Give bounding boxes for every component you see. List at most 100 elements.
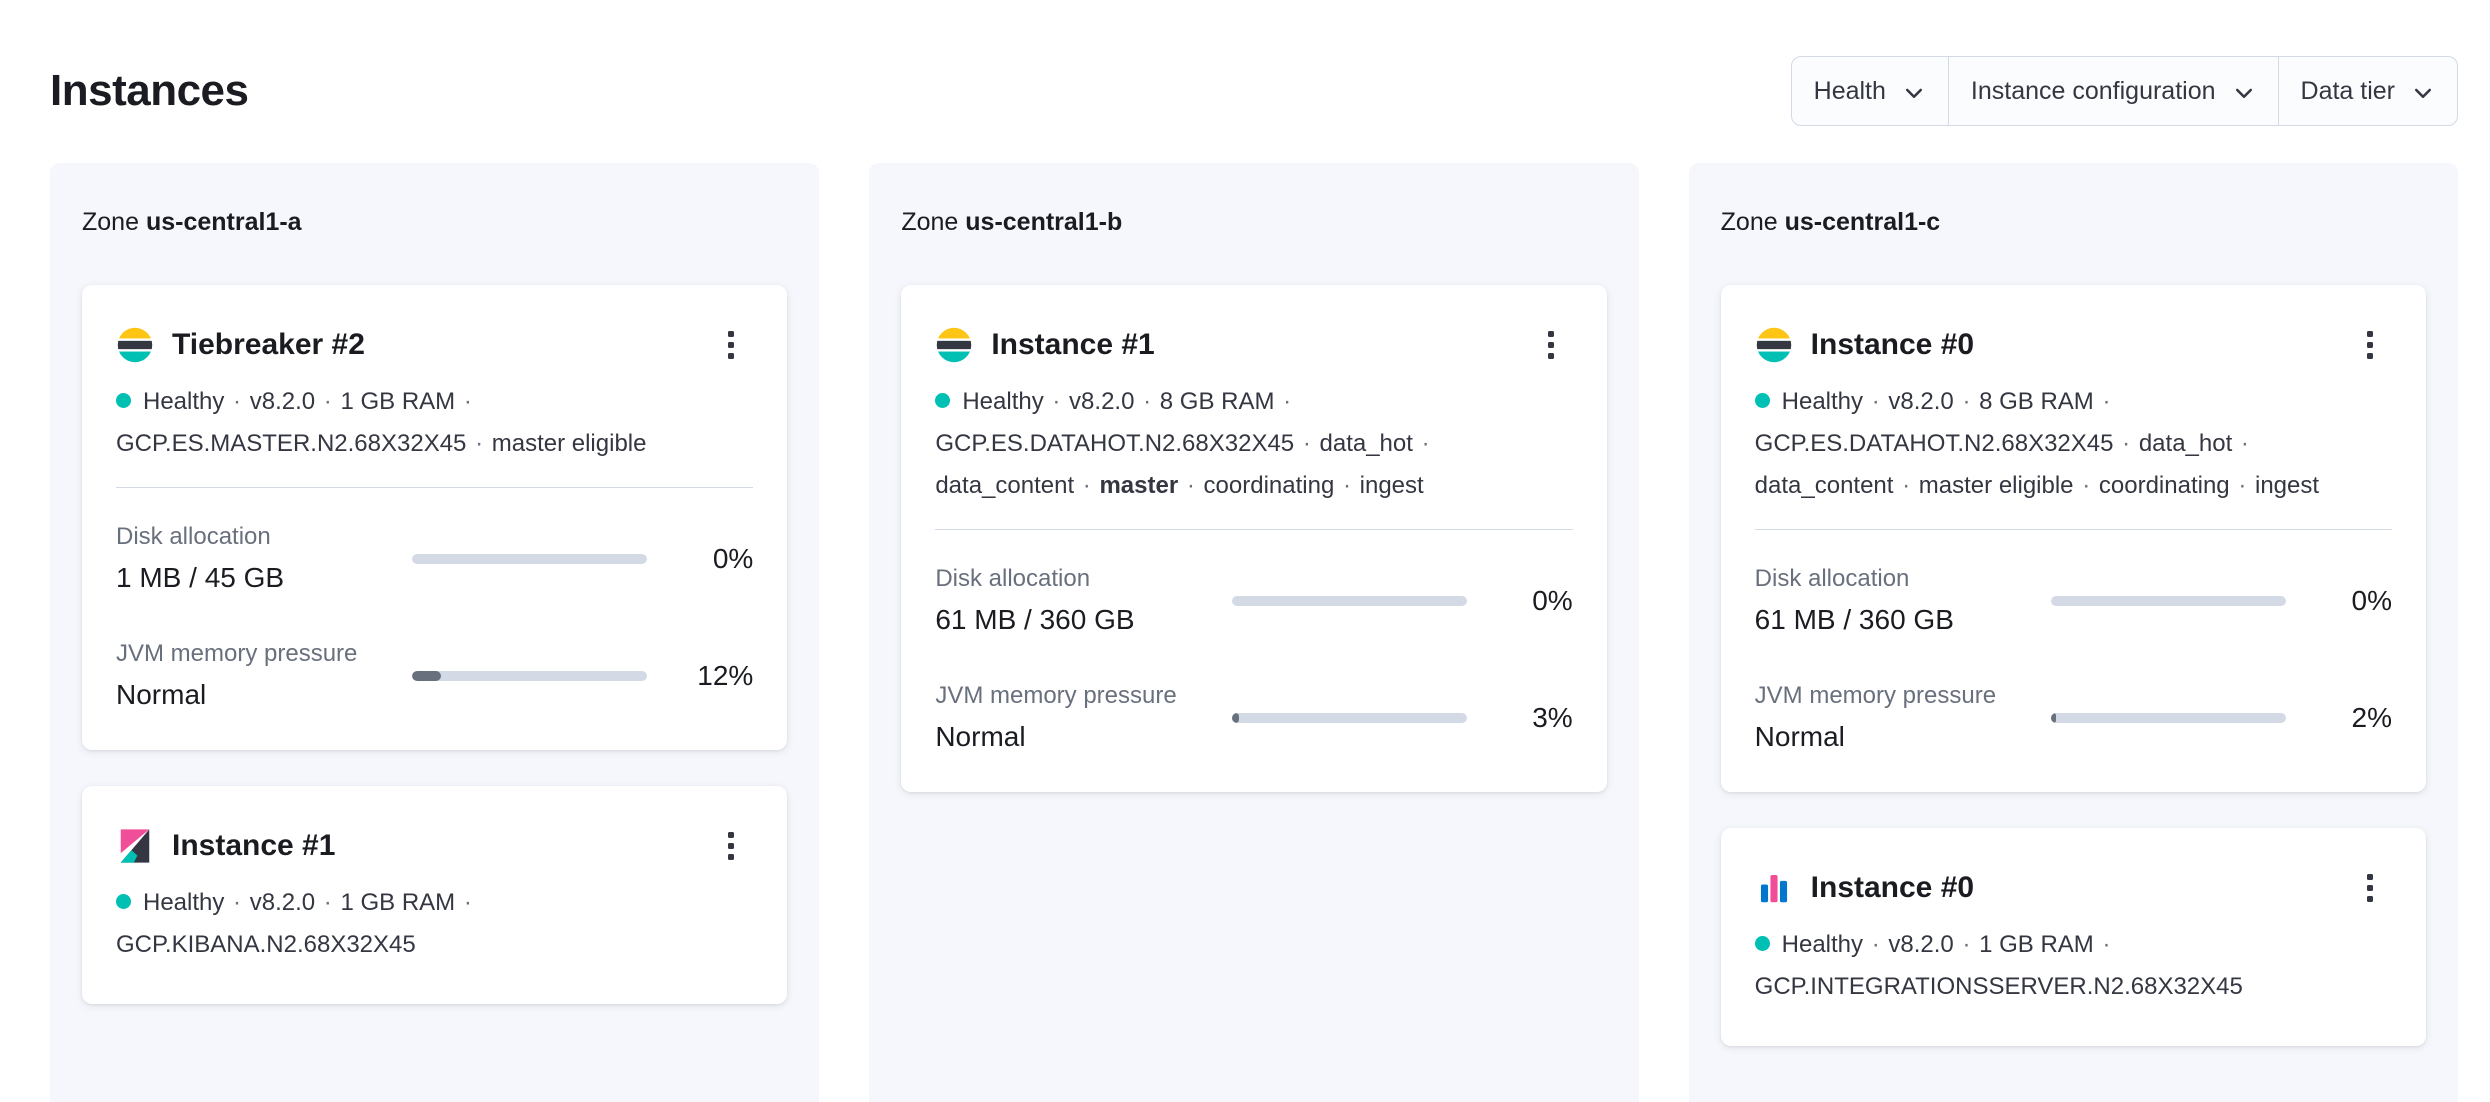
meta-text: GCP.ES.DATAHOT.N2.68X32X45 (1754, 430, 2114, 457)
meta-text: 1 GB RAM (1979, 931, 2094, 958)
kibana-icon (116, 827, 154, 865)
filter-group: Health Instance configuration Data tier (1790, 56, 2458, 126)
meta-separator: · (2082, 472, 2091, 499)
filter-button-health[interactable]: Health (1792, 57, 1948, 125)
meta-text: Healthy (143, 889, 225, 916)
instance-meta: Healthy · v8.2.0 · 1 GB RAM · GCP.KIBANA… (116, 882, 753, 966)
metric-text: Disk allocation 1 MB / 45 GB (116, 522, 412, 595)
progress-bar (412, 553, 648, 564)
metric-text: Disk allocation 61 MB / 360 GB (1755, 564, 2051, 637)
metric-label: Disk allocation (116, 523, 271, 550)
metric-value: Normal (935, 721, 1026, 752)
meta-separator: · (2102, 388, 2111, 415)
meta-text: coordinating (1203, 472, 1335, 499)
meta-separator: · (323, 889, 332, 916)
zone-label: Zone us-central1-a (82, 208, 787, 237)
kebab-menu-button[interactable] (1529, 323, 1573, 367)
meta-separator: · (1962, 931, 1971, 958)
meta-text: v8.2.0 (249, 889, 316, 916)
meta-separator: · (2238, 472, 2247, 499)
progress-bar (412, 670, 648, 681)
zone-cards: Tiebreaker #2 Healthy · v8.2.0 · 1 GB RA… (82, 285, 788, 1004)
filter-button-instance-configuration[interactable]: Instance configuration (1947, 57, 2278, 125)
meta-text: v8.2.0 (1069, 388, 1135, 415)
health-dot-icon (1754, 936, 1770, 951)
meta-text: Healthy (1781, 388, 1864, 415)
meta-text: ingest (2254, 472, 2320, 499)
meta-separator: · (2240, 430, 2249, 457)
page-title: Instances (50, 65, 249, 115)
meta-text: data_content (935, 472, 1075, 499)
meta-text: Healthy (962, 388, 1044, 415)
meta-text: v8.2.0 (1888, 931, 1954, 958)
metric-row: Disk allocation 1 MB / 45 GB 0% (116, 522, 753, 595)
filter-button-data-tier[interactable]: Data tier (2277, 57, 2457, 125)
card-header: Instance #1 (116, 824, 753, 868)
meta-separator: · (1962, 388, 1971, 415)
meta-separator: · (463, 889, 472, 916)
zone-label-prefix: Zone (1720, 208, 1778, 236)
elasticsearch-icon (935, 326, 973, 364)
meta-text: GCP.INTEGRATIONSSERVER.N2.68X32X45 (1754, 973, 2243, 1000)
boxes-vertical-icon (2366, 874, 2373, 902)
meta-text: Healthy (143, 388, 225, 415)
meta-text: ingest (1359, 472, 1424, 499)
meta-text: v8.2.0 (249, 388, 316, 415)
progress-bar-fill (412, 670, 441, 681)
meta-text: master eligible (491, 430, 647, 457)
meta-separator: · (1143, 388, 1152, 415)
instance-meta: Healthy · v8.2.0 · 1 GB RAM · GCP.INTEGR… (1754, 924, 2392, 1008)
instance-meta: Healthy · v8.2.0 · 1 GB RAM · GCP.ES.MAS… (116, 381, 753, 465)
kebab-menu-button[interactable] (709, 323, 753, 367)
kebab-menu-button[interactable] (709, 824, 753, 868)
meta-separator: · (1302, 430, 1311, 457)
kebab-menu-button[interactable] (2348, 866, 2392, 910)
metric-percent: 3% (1532, 701, 1573, 733)
instance-title: Instance #0 (1810, 871, 1975, 904)
metric-row: Disk allocation 61 MB / 360 GB 0% (935, 564, 1572, 637)
card-header: Instance #0 (1755, 866, 2392, 910)
instance-meta: Healthy · v8.2.0 · 8 GB RAM · GCP.ES.DAT… (1754, 381, 2392, 507)
card-header: Instance #1 (935, 323, 1572, 367)
meta-divider (1754, 529, 2392, 530)
metric-row: Disk allocation 61 MB / 360 GB 0% (1755, 564, 2392, 637)
metric-label: JVM memory pressure (935, 682, 1177, 709)
health-dot-icon (1754, 393, 1770, 408)
kebab-menu-button[interactable] (2348, 323, 2392, 367)
meta-separator: · (463, 388, 472, 415)
metric-row: JVM memory pressure Normal 3% (935, 681, 1572, 754)
zones-row: Zone us-central1-a (50, 163, 2458, 1102)
elasticsearch-icon (1755, 326, 1793, 364)
instance-meta: Healthy · v8.2.0 · 8 GB RAM · GCP.ES.DAT… (935, 381, 1572, 507)
zone-label: Zone us-central1-b (901, 208, 1606, 237)
progress-bar (1231, 712, 1467, 723)
meta-text: master eligible (1918, 472, 2074, 499)
metrics: Disk allocation 1 MB / 45 GB 0% JVM memo… (116, 522, 753, 712)
meta-text: 8 GB RAM (1979, 388, 2094, 415)
meta-divider (116, 487, 754, 488)
metric-row: JVM memory pressure Normal 12% (116, 639, 753, 712)
metric-row: JVM memory pressure Normal 2% (1755, 681, 2392, 754)
health-dot-icon (116, 894, 131, 909)
metric-label: Disk allocation (1754, 565, 1910, 592)
meta-separator: · (2122, 430, 2131, 457)
zone-label-prefix: Zone (82, 208, 139, 236)
meta-separator: · (1082, 472, 1091, 499)
boxes-vertical-icon (2366, 331, 2373, 359)
meta-text: 1 GB RAM (340, 388, 456, 415)
meta-text: 8 GB RAM (1159, 388, 1275, 415)
metric-label: Disk allocation (935, 565, 1091, 592)
metric-text: JVM memory pressure Normal (935, 681, 1231, 754)
chevron-down-icon (1902, 81, 1926, 105)
zone-panel-us-central1-c: Zone us-central1-c (1688, 163, 2458, 1102)
meta-divider (935, 529, 1573, 530)
zone-panel-us-central1-b: Zone us-central1-b (869, 163, 1639, 1102)
zone-name: us-central1-a (145, 208, 302, 236)
meta-separator: · (1902, 472, 1911, 499)
meta-separator: · (233, 889, 242, 916)
filter-label: Instance configuration (1970, 76, 2216, 105)
meta-text: data_content (1754, 472, 1894, 499)
metrics: Disk allocation 61 MB / 360 GB 0% JVM me… (1755, 564, 2392, 754)
instance-title: Instance #1 (172, 829, 336, 862)
